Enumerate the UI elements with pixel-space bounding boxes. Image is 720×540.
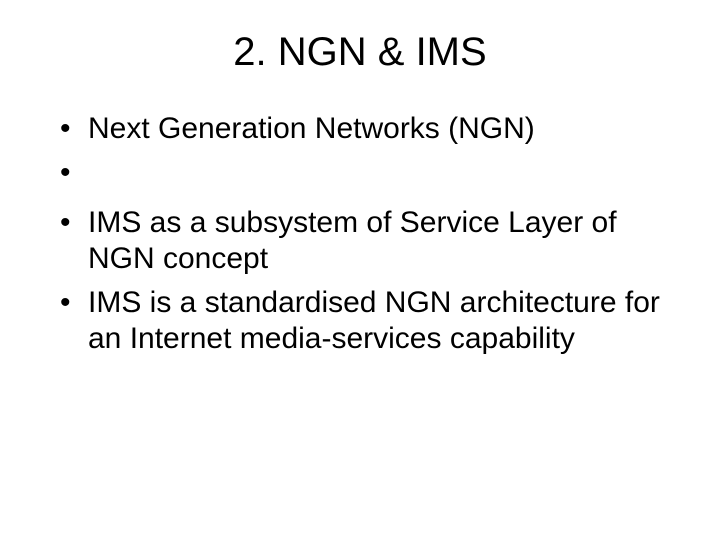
bullet-item: Next Generation Networks (NGN) — [60, 111, 680, 147]
bullet-gap — [60, 155, 680, 197]
slide: 2. NGN & IMS Next Generation Networks (N… — [0, 0, 720, 540]
slide-title: 2. NGN & IMS — [40, 30, 680, 75]
bullet-item: IMS as a subsystem of Service Layer of N… — [60, 205, 680, 277]
bullet-item: IMS is a standardised NGN architecture f… — [60, 285, 680, 357]
bullet-list: Next Generation Networks (NGN) IMS as a … — [60, 111, 680, 357]
